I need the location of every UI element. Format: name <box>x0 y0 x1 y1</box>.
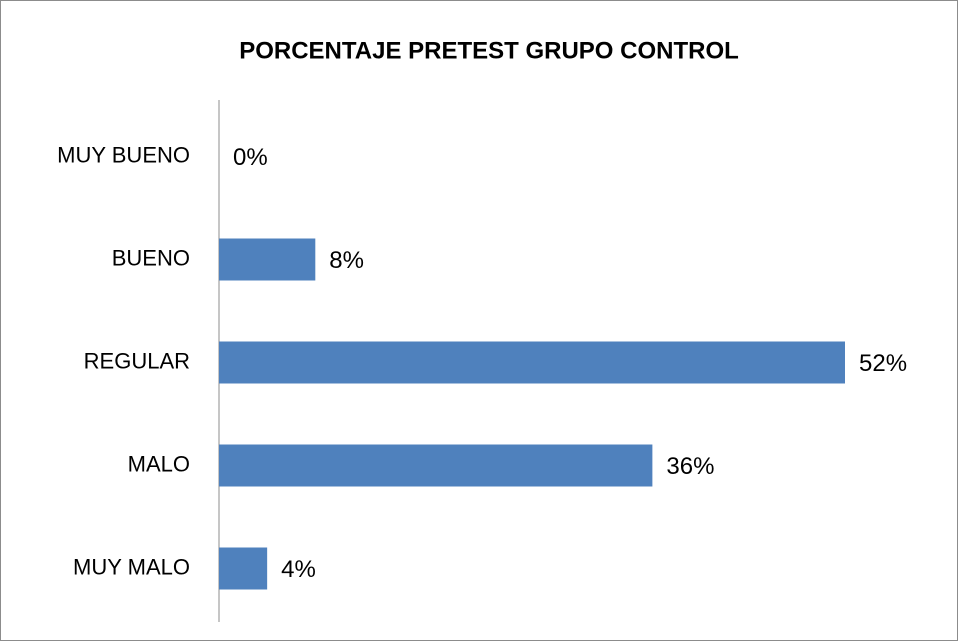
bar <box>219 444 653 487</box>
chart-title: PORCENTAJE PRETEST GRUPO CONTROL <box>239 37 739 64</box>
data-label: 8% <box>329 247 364 274</box>
category-label: MALO <box>128 451 190 476</box>
category-label: BUENO <box>112 245 190 270</box>
bar <box>219 547 268 590</box>
data-label: 52% <box>859 350 907 377</box>
data-label: 0% <box>233 144 268 171</box>
category-label: MUY BUENO <box>57 142 190 167</box>
data-label: 4% <box>281 556 316 583</box>
category-label: MUY MALO <box>73 554 190 579</box>
category-label: REGULAR <box>84 348 190 373</box>
data-label: 36% <box>666 453 714 480</box>
bar <box>219 341 845 384</box>
bar <box>219 238 316 281</box>
